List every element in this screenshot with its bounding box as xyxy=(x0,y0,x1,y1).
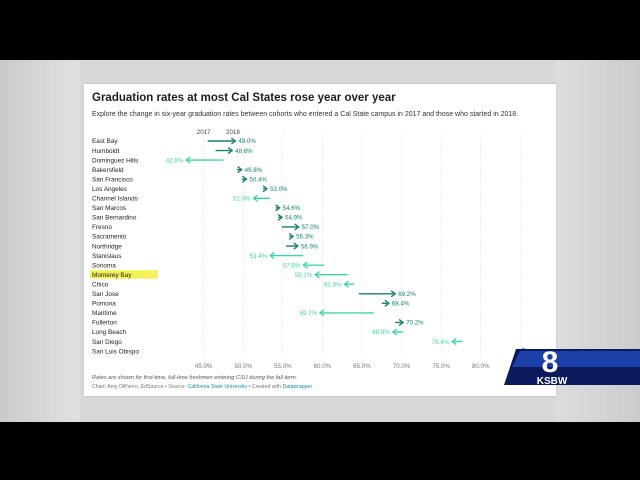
call-sign: KSBW xyxy=(537,376,568,387)
arrow-head xyxy=(451,337,457,346)
value-label: 68.9% xyxy=(372,329,390,336)
arrow-chart: 45.0% 50.0% 55.0% 60.0% 65.0% 70.0% 75.0% 80.0%… xyxy=(90,129,530,370)
arrow-head xyxy=(241,175,248,183)
campus-label: San Francisco xyxy=(92,176,133,183)
arrow-head xyxy=(293,242,300,250)
arrow-head xyxy=(288,232,295,241)
campus-label: Fullerton xyxy=(92,320,117,327)
highlight-marker xyxy=(90,270,158,279)
campus-label: Sacramento xyxy=(92,234,127,241)
value-label: 42.8% xyxy=(166,157,184,164)
arrow-head xyxy=(268,252,275,260)
arrow-head xyxy=(302,261,308,269)
arrow-head xyxy=(318,309,325,317)
arrow-head xyxy=(237,166,243,174)
arrow-head xyxy=(252,194,258,202)
credit-prefix: Chart: Amy DiPierro, EdSource • Source: xyxy=(92,384,188,390)
arrow-head xyxy=(343,280,349,288)
x-tick-label: 75.0% xyxy=(432,363,450,370)
arrow-head xyxy=(277,213,284,221)
campus-label: San Bernardino xyxy=(92,215,137,222)
arrow-head xyxy=(262,185,269,193)
value-label: 62.8% xyxy=(324,281,342,288)
x-tick-label: 45.0% xyxy=(195,363,213,370)
x-tick-label: 80.0% xyxy=(472,363,490,370)
campus-label: Bakersfield xyxy=(92,167,124,174)
legend-year: 2017 xyxy=(197,129,211,136)
campus-label: East Bay xyxy=(92,138,118,145)
value-label: 53.0% xyxy=(270,186,288,193)
value-label: 57.0% xyxy=(302,224,320,231)
value-label: 54.9% xyxy=(285,215,303,222)
value-label: 59.7% xyxy=(299,310,317,317)
arrow-head xyxy=(185,156,191,164)
value-label: 49.8% xyxy=(245,167,263,174)
arrow-head xyxy=(227,146,234,155)
value-label: 68.4% xyxy=(392,301,410,308)
value-label: 76.4% xyxy=(432,339,450,346)
arrow-head xyxy=(391,328,398,336)
value-label: 48.6% xyxy=(235,148,253,155)
campus-label: Fresno xyxy=(92,224,112,231)
value-label: 57.6% xyxy=(283,262,301,269)
datawrapper-link[interactable]: Datawrapper xyxy=(282,384,313,390)
campus-label: Monterey Bay xyxy=(92,272,132,279)
x-tick-label: 70.0% xyxy=(393,363,411,370)
campus-label: San Jose xyxy=(92,291,119,298)
campus-label: Humboldt xyxy=(92,148,120,155)
x-tick-label: 65.0% xyxy=(353,363,371,370)
arrow-head xyxy=(314,271,320,279)
arrow-head xyxy=(398,318,405,327)
x-tick-label: 55.0% xyxy=(274,363,292,370)
value-label: 69.2% xyxy=(398,291,416,298)
chart-subtitle: Explore the change in six-year graduatio… xyxy=(92,111,519,118)
campus-label: Maritime xyxy=(92,310,117,317)
ksbw-logo: 8 KSBW xyxy=(504,346,640,387)
campus-label: Chico xyxy=(92,281,109,288)
campus-label: Channel Islands xyxy=(92,196,138,203)
campus-label: Long Beach xyxy=(92,329,127,336)
value-label: 51.3% xyxy=(233,196,251,203)
arrow-head xyxy=(384,299,391,307)
source-link[interactable]: California State University xyxy=(187,384,248,390)
campus-label: San Diego xyxy=(92,339,122,346)
value-label: 54.6% xyxy=(283,205,301,212)
channel-number: 8 xyxy=(542,346,559,379)
campus-label: Stanislaus xyxy=(92,253,122,260)
x-tick-label: 50.0% xyxy=(234,363,252,370)
legend-year: 2018 xyxy=(226,129,240,136)
campus-label: Sonoma xyxy=(92,262,116,269)
campus-label: San Luis Obispo xyxy=(92,348,139,355)
arrow-head xyxy=(230,137,237,145)
value-label: 56.3% xyxy=(296,234,314,241)
arrow-head xyxy=(390,290,397,298)
campus-label: Pomona xyxy=(92,301,116,308)
value-label: 53.4% xyxy=(250,253,268,260)
campus-label: Dominguez Hills xyxy=(92,157,138,164)
value-label: 56.9% xyxy=(301,243,319,250)
value-label: 50.4% xyxy=(249,176,267,183)
chart-card: Graduation rates at most Cal States rose… xyxy=(84,84,556,396)
chart-credit: Chart: Amy DiPierro, EdSource • Source: … xyxy=(92,384,312,390)
campus-label: Los Angeles xyxy=(92,186,127,193)
background-blur-left xyxy=(0,60,80,422)
chart-footnote: Rates are shown for first-time, full-tim… xyxy=(92,375,298,381)
credit-middle: • Created with xyxy=(247,384,283,390)
value-label: 49.0% xyxy=(238,138,256,145)
value-label: 70.2% xyxy=(406,320,424,327)
campus-label: San Marcos xyxy=(92,205,126,212)
arrow-head xyxy=(294,223,300,231)
x-tick-label: 60.0% xyxy=(314,363,332,370)
arrow-head xyxy=(275,204,281,212)
campus-label: Northridge xyxy=(92,243,122,250)
value-label: 59.1% xyxy=(295,272,313,279)
chart-title: Graduation rates at most Cal States rose… xyxy=(92,92,396,104)
